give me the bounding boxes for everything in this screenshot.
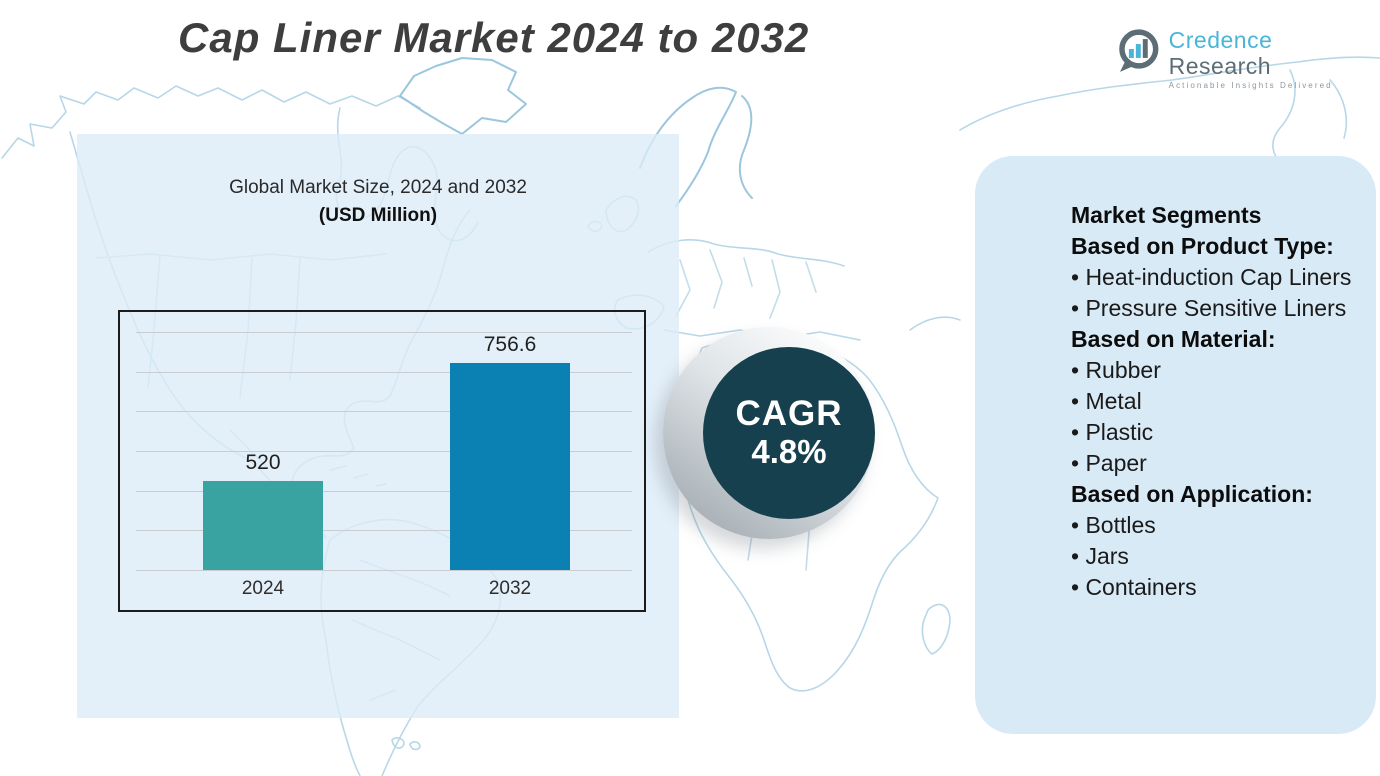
- segment-item: • Containers: [1071, 574, 1197, 600]
- gridline: [136, 530, 632, 532]
- segment-heading: Based on Product Type:: [1071, 233, 1334, 259]
- segment-item: • Plastic: [1071, 419, 1154, 445]
- credence-research-logo: Credence Research Actionable Insights De…: [1116, 27, 1380, 90]
- map-europe-borders: [675, 249, 817, 319]
- segment-item: • Metal: [1071, 388, 1142, 414]
- market-size-panel: Global Market Size, 2024 and 2032 (USD M…: [77, 134, 679, 718]
- gridline: [136, 490, 632, 492]
- gridline: [136, 451, 632, 452]
- cagr-badge-ring: CAGR 4.8%: [663, 327, 875, 539]
- cagr-label: CAGR: [735, 394, 843, 433]
- logo-brand-name: Credence Research: [1169, 27, 1380, 79]
- bar-2024: [203, 480, 323, 570]
- segment-item: • Bottles: [1071, 512, 1156, 538]
- map-greenland: [399, 57, 527, 135]
- gridline: [136, 371, 632, 373]
- map-arctic-coast: [1, 85, 421, 159]
- bar-value-label: 520: [245, 450, 281, 474]
- segment-heading: Market Segments: [1071, 202, 1262, 228]
- cagr-value: 4.8%: [751, 433, 827, 470]
- segment-item: • Jars: [1071, 543, 1129, 569]
- market-segments-list: Market Segments Based on Product Type: • H…: [1071, 200, 1359, 603]
- gridline: [136, 332, 632, 333]
- segment-item: • Pressure Sensitive Liners: [1071, 295, 1347, 321]
- bar-2032: [450, 363, 570, 570]
- bar-value-label: 756.6: [483, 333, 537, 357]
- logo-chart-bubble-icon: [1119, 29, 1159, 72]
- bar-chart-plot: 520 2024 756.6 2032: [118, 310, 646, 612]
- page-title: Cap Liner Market 2024 to 2032: [178, 14, 810, 61]
- gridline: [136, 570, 632, 571]
- segment-item: • Paper: [1071, 450, 1147, 476]
- segment-item: • Heat-induction Cap Liners: [1071, 264, 1352, 290]
- logo-brand-secondary: Research: [1168, 53, 1272, 79]
- chart-title-line1: Global Market Size, 2024 and 2032: [229, 177, 527, 198]
- chart-title-line2: (USD Million): [318, 205, 438, 226]
- x-axis-label: 2024: [241, 578, 285, 599]
- map-scandinavia: [639, 86, 753, 207]
- map-africa: [678, 336, 939, 692]
- segment-heading: Based on Material:: [1071, 326, 1276, 352]
- logo-tagline: Actionable Insights Delivered: [1168, 81, 1333, 90]
- map-asia-top: [909, 56, 1380, 331]
- gridline: [136, 411, 632, 413]
- segment-heading: Based on Application:: [1071, 481, 1313, 507]
- map-sa-islands: [391, 737, 421, 751]
- market-segments-panel: Market Segments Based on Product Type: • H…: [975, 156, 1376, 734]
- map-madagascar: [921, 603, 951, 655]
- x-axis-label: 2032: [488, 578, 532, 599]
- chart-title: Global Market Size, 2024 and 2032 (USD M…: [77, 134, 679, 230]
- map-europe-coast: [647, 239, 861, 341]
- segment-item: • Rubber: [1071, 357, 1161, 383]
- cagr-circle: CAGR 4.8%: [703, 347, 875, 519]
- logo-brand-primary: Credence: [1168, 27, 1273, 53]
